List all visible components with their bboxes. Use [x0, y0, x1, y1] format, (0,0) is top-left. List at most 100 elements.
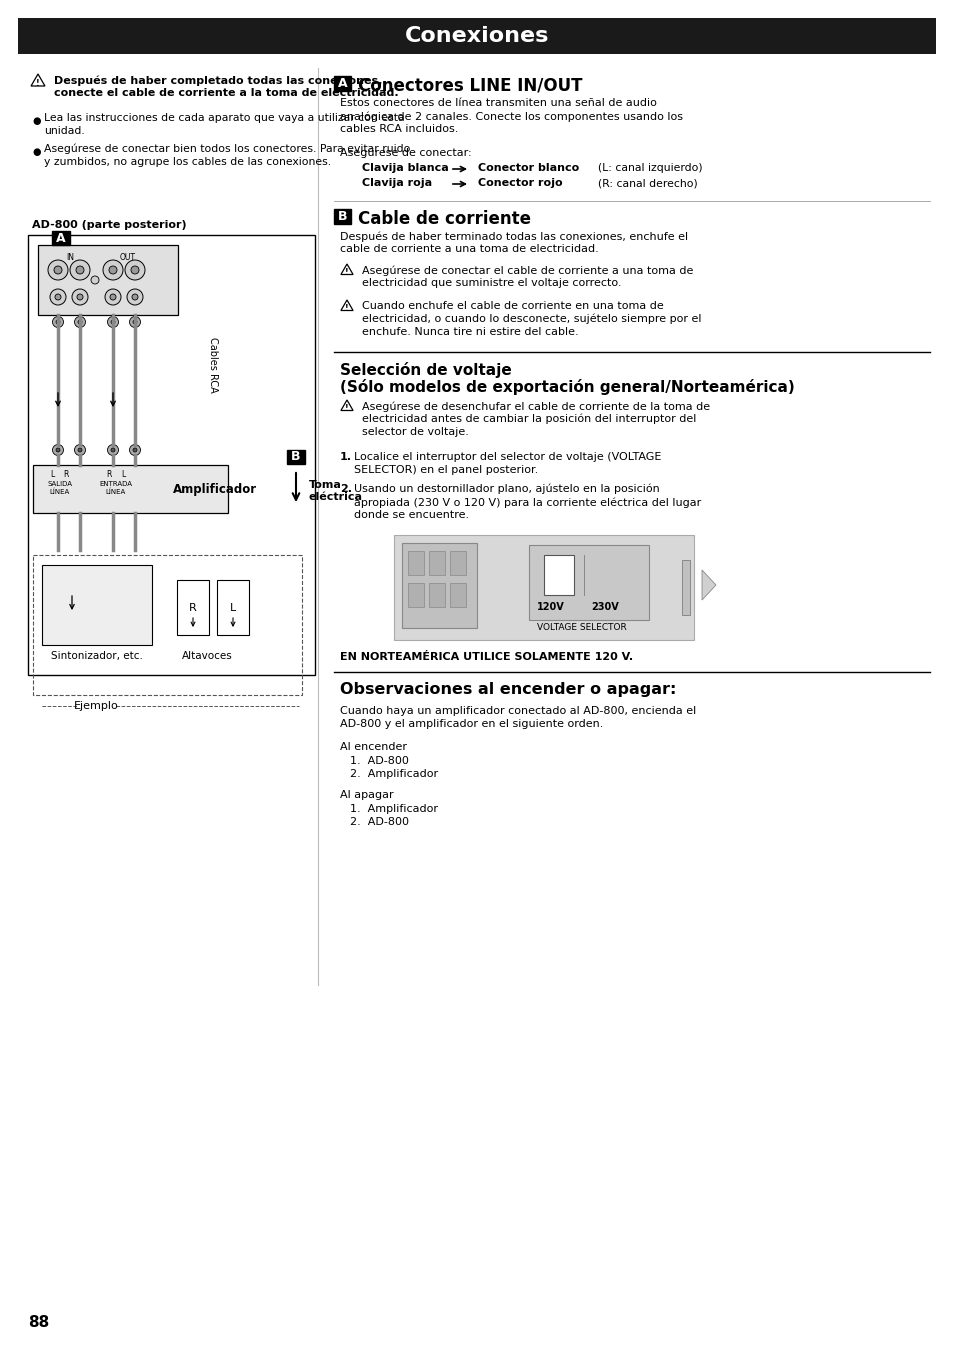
Text: L: L — [50, 470, 54, 479]
Bar — [681, 560, 689, 616]
Text: analógica de 2 canales. Conecte los componentes usando los: analógica de 2 canales. Conecte los comp… — [339, 111, 682, 122]
Bar — [450, 551, 465, 575]
Text: apropiada (230 V o 120 V) para la corriente eléctrica del lugar: apropiada (230 V o 120 V) para la corrie… — [354, 497, 700, 508]
Circle shape — [74, 316, 86, 328]
Text: enchufe. Nunca tire ni estire del cable.: enchufe. Nunca tire ni estire del cable. — [361, 327, 578, 338]
Text: (L: canal izquierdo): (L: canal izquierdo) — [598, 163, 702, 173]
Text: 230V: 230V — [590, 602, 618, 612]
Circle shape — [48, 261, 68, 279]
Circle shape — [109, 266, 117, 274]
Text: EN NORTEAMÉRICA UTILICE SOLAMENTE 120 V.: EN NORTEAMÉRICA UTILICE SOLAMENTE 120 V. — [339, 652, 633, 662]
Text: Después de haber terminado todas las conexiones, enchufe el: Después de haber terminado todas las con… — [339, 231, 687, 242]
Text: (R: canal derecho): (R: canal derecho) — [598, 178, 697, 188]
Circle shape — [110, 294, 116, 300]
Bar — [334, 76, 351, 90]
Text: Toma: Toma — [309, 481, 341, 490]
Bar — [543, 555, 574, 595]
Text: Conector rojo: Conector rojo — [477, 178, 562, 188]
Bar — [28, 235, 314, 675]
Circle shape — [132, 320, 137, 324]
Circle shape — [54, 266, 62, 274]
Text: Observaciones al encender o apagar:: Observaciones al encender o apagar: — [339, 682, 676, 697]
Text: VOLTAGE SELECTOR: VOLTAGE SELECTOR — [537, 622, 626, 632]
Text: Lea las instrucciones de cada aparato que vaya a utilizar con esta: Lea las instrucciones de cada aparato qu… — [44, 113, 404, 123]
Text: IN: IN — [66, 252, 74, 262]
Circle shape — [132, 294, 138, 300]
Text: 120V: 120V — [537, 602, 564, 612]
Bar — [42, 566, 152, 645]
Text: selector de voltaje.: selector de voltaje. — [361, 427, 468, 437]
Text: Al encender: Al encender — [339, 743, 407, 752]
Bar — [429, 583, 444, 608]
Text: R: R — [63, 470, 69, 479]
Circle shape — [125, 261, 145, 279]
Text: A: A — [56, 231, 66, 244]
Text: Cuando enchufe el cable de corriente en una toma de: Cuando enchufe el cable de corriente en … — [361, 301, 663, 310]
Text: Ejemplo: Ejemplo — [73, 701, 118, 711]
Circle shape — [108, 316, 118, 328]
Text: R: R — [189, 603, 196, 613]
Bar — [450, 583, 465, 608]
Text: ENTRADA: ENTRADA — [99, 481, 132, 487]
Text: ●: ● — [32, 116, 40, 126]
Circle shape — [127, 289, 143, 305]
Text: 1.  AD-800: 1. AD-800 — [350, 756, 409, 765]
Text: LÍNEA: LÍNEA — [106, 489, 126, 495]
Circle shape — [78, 448, 82, 452]
Circle shape — [103, 261, 123, 279]
Bar — [529, 545, 648, 620]
Text: LÍNEA: LÍNEA — [50, 489, 71, 495]
Text: !: ! — [36, 78, 40, 88]
Bar — [52, 231, 70, 244]
Text: Asegúrese de desenchufar el cable de corriente de la toma de: Asegúrese de desenchufar el cable de cor… — [361, 401, 709, 412]
Bar — [429, 551, 444, 575]
Text: Conexiones: Conexiones — [404, 26, 549, 46]
Text: Cable de corriente: Cable de corriente — [357, 211, 531, 228]
Circle shape — [52, 316, 64, 328]
Circle shape — [74, 444, 86, 455]
Bar — [216, 580, 249, 634]
Text: L: L — [121, 470, 125, 479]
Circle shape — [111, 320, 115, 324]
Text: electricidad antes de cambiar la posición del interruptor del: electricidad antes de cambiar la posició… — [361, 414, 696, 424]
Circle shape — [77, 294, 83, 300]
Text: 2.  AD-800: 2. AD-800 — [350, 817, 409, 828]
Text: B: B — [337, 211, 347, 223]
Text: Asegúrese de conectar:: Asegúrese de conectar: — [339, 147, 471, 158]
Text: cables RCA incluidos.: cables RCA incluidos. — [339, 124, 457, 134]
Text: 88: 88 — [28, 1315, 50, 1330]
Circle shape — [70, 261, 90, 279]
Circle shape — [91, 275, 99, 284]
Text: L: L — [230, 603, 236, 613]
Text: R: R — [106, 470, 112, 479]
Text: Asegúrese de conectar bien todos los conectores. Para evitar ruido: Asegúrese de conectar bien todos los con… — [44, 144, 410, 154]
Circle shape — [50, 289, 66, 305]
Circle shape — [78, 320, 82, 324]
Bar — [18, 18, 935, 54]
Text: Sintonizador, etc.: Sintonizador, etc. — [51, 651, 143, 661]
Circle shape — [76, 266, 84, 274]
Text: Estos conectores de línea transmiten una señal de audio: Estos conectores de línea transmiten una… — [339, 99, 657, 108]
Text: Cables RCA: Cables RCA — [208, 338, 218, 393]
Circle shape — [130, 444, 140, 455]
Text: Conectores LINE IN/OUT: Conectores LINE IN/OUT — [357, 77, 582, 95]
Text: AD-800 (parte posterior): AD-800 (parte posterior) — [32, 220, 187, 230]
Bar — [33, 555, 302, 695]
Bar — [394, 535, 693, 640]
Text: Cuando haya un amplificador conectado al AD-800, encienda el: Cuando haya un amplificador conectado al… — [339, 706, 696, 716]
Text: 2.  Amplificador: 2. Amplificador — [350, 769, 437, 779]
Text: 1.: 1. — [339, 452, 352, 462]
Bar — [33, 464, 228, 513]
Text: electricidad, o cuando lo desconecte, sujételo siempre por el: electricidad, o cuando lo desconecte, su… — [361, 315, 700, 324]
Polygon shape — [701, 570, 716, 599]
Text: Altavoces: Altavoces — [181, 651, 233, 661]
Circle shape — [111, 448, 115, 452]
Bar — [287, 450, 305, 464]
Text: 1.  Amplificador: 1. Amplificador — [350, 805, 437, 814]
Text: A: A — [337, 77, 347, 90]
Text: !: ! — [345, 304, 349, 313]
Text: Selección de voltaje: Selección de voltaje — [339, 362, 511, 378]
Circle shape — [56, 320, 60, 324]
Bar — [408, 583, 423, 608]
Text: Amplificador: Amplificador — [172, 483, 257, 497]
